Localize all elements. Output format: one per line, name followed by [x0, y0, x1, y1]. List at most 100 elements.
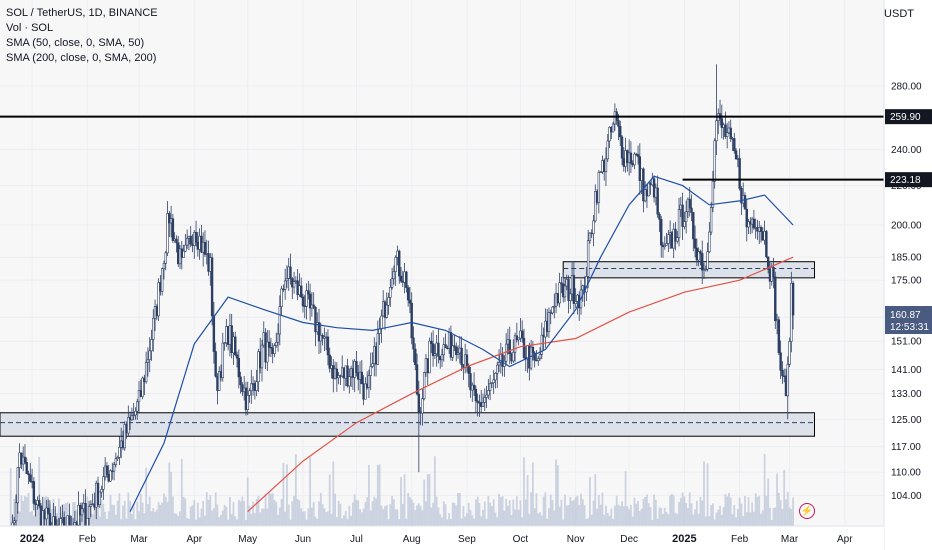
candle-body — [194, 232, 198, 243]
volume-bar — [458, 493, 461, 526]
x-tick-label: 2024 — [20, 533, 45, 545]
candle-body — [162, 263, 166, 270]
volume-bar — [86, 496, 89, 526]
countdown-label: 12:53:31 — [890, 322, 929, 333]
candle-body — [367, 375, 371, 388]
candle-body — [531, 346, 535, 354]
candle-body — [369, 366, 372, 376]
volume-bar — [690, 503, 693, 526]
candle-body — [547, 312, 551, 332]
volume-bar — [198, 517, 201, 526]
currency-label[interactable]: USDT — [884, 8, 914, 20]
candle-body — [677, 209, 681, 238]
candle-body — [210, 257, 214, 317]
y-tick-label: 175.00 — [891, 276, 922, 287]
candle-body — [791, 282, 795, 316]
volume-bar — [136, 501, 139, 526]
legend-volume[interactable]: Vol · SOL — [6, 22, 54, 34]
volume-bar — [712, 503, 714, 526]
volume-bar — [735, 517, 737, 526]
candle-body — [417, 393, 421, 413]
volume-bar — [152, 508, 155, 526]
volume-bar — [130, 513, 133, 526]
volume-bar — [241, 496, 244, 526]
candle-body — [278, 306, 282, 335]
volume-bar — [416, 505, 418, 526]
candle-body — [134, 410, 137, 416]
candle-body — [280, 288, 283, 307]
candle-body — [189, 235, 192, 245]
volume-bar — [665, 512, 668, 526]
candle-body — [136, 401, 139, 412]
candle-body — [38, 500, 41, 507]
volume-bar — [280, 499, 283, 526]
chart-legend: SOL / TetherUS, 1D, BINANCE Vol · SOL SM… — [6, 6, 158, 66]
volume-bar — [22, 501, 25, 526]
candle-body — [574, 301, 577, 304]
volume-bar — [27, 492, 30, 526]
volume-bar — [521, 517, 524, 526]
volume-bar — [535, 493, 538, 526]
legend-sma50[interactable]: SMA (50, close, 0, SMA, 50) — [6, 37, 145, 49]
volume-bar — [300, 508, 303, 526]
volume-bar — [729, 497, 732, 526]
volume-bar — [417, 503, 420, 526]
candle-body — [160, 268, 164, 292]
candle-body — [267, 341, 271, 348]
candle-body — [221, 342, 224, 378]
flash-icon[interactable]: ⚡ — [799, 503, 815, 519]
candle-body — [27, 473, 30, 476]
x-tick-label: Sep — [458, 534, 476, 545]
y-tick-label: 185.00 — [891, 253, 922, 264]
volume-bar — [216, 504, 219, 526]
volume-bar — [175, 513, 178, 526]
candle-body — [460, 347, 463, 365]
candle-body — [307, 290, 310, 295]
volume-bar — [457, 493, 459, 526]
sma200-line — [247, 256, 794, 513]
volume-bar — [234, 516, 237, 526]
candle-body — [765, 231, 768, 258]
candle-body — [537, 358, 540, 361]
volume-bar — [204, 515, 206, 526]
volume-bar — [747, 497, 750, 526]
legend-symbol[interactable]: SOL / TetherUS, 1D, BINANCE — [6, 7, 158, 19]
volume-bar — [243, 501, 246, 526]
volume-bar — [694, 509, 696, 526]
volume-bar — [571, 500, 574, 526]
volume-bar — [229, 497, 231, 526]
current-price-label: 160.87 — [890, 310, 921, 321]
candle-body — [560, 282, 563, 285]
volume-bar — [257, 495, 260, 526]
volume-bar — [120, 519, 123, 526]
candle-body — [389, 287, 392, 298]
volume-bar — [514, 509, 516, 526]
candle-body — [629, 152, 633, 164]
candle-body — [422, 372, 426, 399]
candle-body — [285, 278, 289, 282]
candle-body — [606, 140, 609, 160]
volume-bar — [309, 457, 312, 526]
candle-body — [239, 376, 242, 386]
volume-bar — [343, 515, 345, 526]
candle-body — [406, 287, 410, 301]
candle-body — [87, 506, 91, 519]
volume-bar — [382, 509, 385, 526]
volume-bar — [378, 464, 381, 526]
candle-body — [724, 124, 727, 137]
legend-sma200[interactable]: SMA (200, close, 0, SMA, 200) — [6, 52, 157, 64]
candle-body — [633, 153, 636, 166]
volume-bar — [751, 502, 754, 526]
volume-bar — [116, 500, 119, 526]
volume-bar — [145, 467, 148, 526]
candle-body — [337, 375, 340, 379]
volume-bar — [628, 509, 631, 526]
volume-bar — [462, 505, 465, 526]
candle-body — [23, 456, 27, 463]
volume-bar — [223, 504, 226, 526]
volume-bar — [127, 492, 130, 526]
volume-bar — [318, 501, 320, 526]
volume-bar — [328, 474, 331, 526]
y-tick-label: 133.00 — [891, 389, 922, 400]
